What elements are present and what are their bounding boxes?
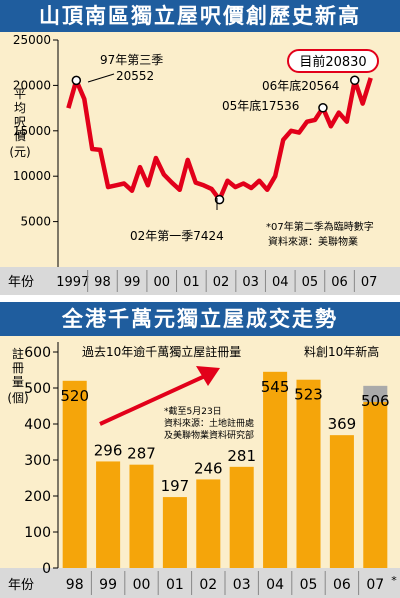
bottom-footnote-2: 資料來源：土地註冊處	[164, 417, 254, 429]
top-footnote-2: 資料來源：美聯物業	[268, 235, 358, 248]
bar	[363, 402, 388, 568]
bar-top-segment	[363, 385, 388, 403]
low-02-label: 02年第一季7424	[130, 229, 224, 243]
bottom-y-tick-label: 100	[24, 525, 51, 541]
trend-arrow-head	[196, 366, 220, 386]
q05-label: 05年底17536	[222, 98, 299, 113]
bottom-y-tick-label: 0	[42, 561, 51, 577]
top-y-tick-label: 15000	[13, 124, 51, 138]
peak-97-marker	[71, 75, 82, 86]
bottom-x-tick-label: 98	[66, 577, 84, 593]
bar-value-label: 506	[361, 392, 390, 410]
q06-marker	[350, 75, 360, 86]
bottom-footnote-3: 及美聯物業資料研究部	[164, 429, 254, 441]
bar-value-label: 545	[261, 378, 290, 396]
bottom-y-tick-label: 500	[24, 381, 51, 397]
bar-value-label: 281	[227, 447, 256, 465]
bottom-chart-title: 全港千萬元獨立屋成交走勢	[62, 307, 338, 331]
record-label: 料創10年新高	[304, 344, 379, 359]
top-banner: 山頂南區獨立屋呎價創歷史新高	[0, 0, 400, 32]
top-x-tick-label: 06	[331, 275, 348, 290]
top-y-tick-label: 20000	[13, 78, 51, 92]
bar-value-label: 197	[161, 477, 190, 495]
top-x-tick-label: 07	[361, 275, 378, 290]
bar-value-label: 523	[294, 386, 323, 404]
bottom-x-tick-label: 00	[133, 577, 151, 593]
bottom-banner: 全港千萬元獨立屋成交走勢	[0, 302, 400, 336]
top-chart-background	[0, 32, 400, 295]
bottom-y-tick-label: 600	[24, 345, 51, 361]
top-y-tick-label: 10000	[13, 169, 51, 183]
bottom-x-tick-label: 05	[300, 577, 318, 593]
bar-value-label: 246	[194, 459, 223, 477]
top-x-tick-label: 05	[302, 275, 319, 290]
bottom-x-tick-label: 01	[166, 577, 184, 593]
bottom-y-axis-label: 註冊量(個)	[7, 347, 28, 405]
bottom-y-tick-label: 400	[24, 417, 51, 433]
top-x-tick-label: 1997	[56, 275, 89, 290]
peak-97-leader	[87, 73, 115, 83]
top-y-axis-label: 平均呎價(元)	[9, 87, 30, 159]
bottom-x-tick-label: 06	[333, 577, 351, 593]
bar	[129, 464, 154, 568]
top-x-axis-strip	[0, 267, 400, 295]
top-chart-title: 山頂南區獨立屋呎價創歷史新高	[39, 4, 361, 28]
bottom-x-tick-label: 99	[99, 577, 117, 593]
top-x-tick-label: 03	[242, 275, 259, 290]
top-x-tick-label: 98	[94, 275, 111, 290]
top-y-tick-label: 25000	[13, 33, 51, 47]
top-x-tick-label: 02	[213, 275, 230, 290]
bar	[229, 466, 254, 568]
current-price-oval	[287, 49, 379, 73]
current-price-label: 目前20830	[299, 54, 366, 70]
arrow-label: 過去10年逾千萬獨立屋註冊量	[82, 344, 241, 359]
bar	[96, 461, 121, 568]
bar	[196, 479, 221, 568]
top-x-axis-label: 年份	[8, 275, 34, 290]
bottom-x-axis-label: 年份	[8, 578, 34, 593]
bottom-x-axis-strip	[0, 568, 400, 598]
low-02-marker	[214, 194, 225, 205]
peak-97-label: 97年第三季	[100, 53, 163, 67]
top-x-tick-label: 00	[153, 275, 170, 290]
bar	[296, 379, 321, 568]
bottom-y-tick-label: 300	[24, 453, 51, 469]
bottom-x-tick-label: 03	[233, 577, 251, 593]
price-line-chart: 5000 10000 15000 20000 25000 1997 98 99 00 01 02 0…	[0, 32, 400, 295]
q06-label: 06年底20564	[262, 78, 339, 93]
bar	[162, 497, 187, 568]
q05-marker	[318, 103, 328, 113]
top-footnote-1: *07年第二季為臨時數字	[266, 220, 374, 233]
last-year-asterisk: *	[391, 574, 397, 587]
bar	[329, 435, 354, 568]
bottom-footnote-1: *截至5月23日	[164, 405, 222, 417]
bar	[263, 371, 288, 568]
top-y-tick-label: 5000	[20, 215, 51, 229]
top-x-tick-label: 99	[124, 275, 141, 290]
bar-value-label: 296	[94, 441, 123, 459]
bottom-x-tick-label: 07	[366, 577, 384, 593]
top-x-tick-label: 04	[272, 275, 289, 290]
bar-value-label: 287	[127, 445, 156, 463]
top-x-tick-label: 01	[183, 275, 200, 290]
trend-arrow-shaft	[99, 374, 206, 426]
bar-value-label: 520	[60, 387, 89, 405]
bar	[62, 380, 87, 568]
bottom-x-tick-label: 02	[199, 577, 217, 593]
peak-97-value: 20552	[116, 69, 154, 83]
bottom-x-tick-label: 04	[266, 577, 284, 593]
bottom-y-tick-label: 200	[24, 489, 51, 505]
bar-value-label: 369	[328, 415, 357, 433]
